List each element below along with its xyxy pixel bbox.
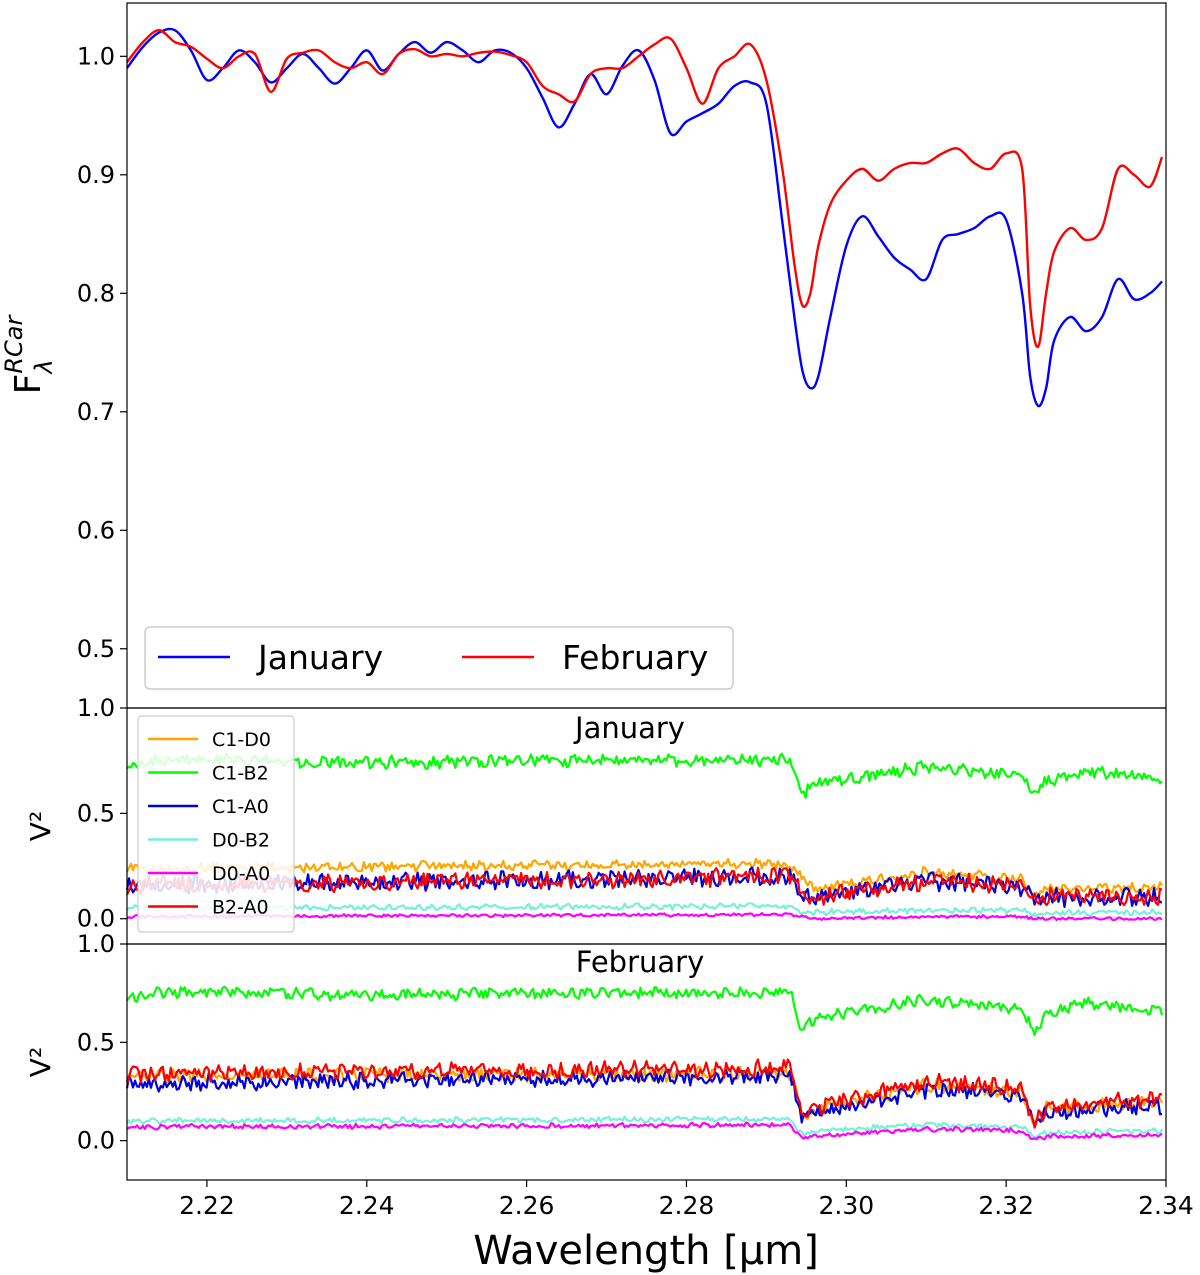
- y-tick-label: 0.6: [77, 516, 115, 544]
- legend-label-b2-a0: B2-A0: [212, 897, 269, 919]
- baseline-legend-box: [137, 715, 295, 933]
- february-visibility-panel: February V² 0.0 0.5 1.0: [24, 930, 1167, 1181]
- y-tick-label: 0.0: [77, 1127, 115, 1155]
- x-tick-label: 2.30: [818, 1191, 874, 1220]
- y-tick-label: 0.8: [77, 279, 115, 307]
- january-v2-ylabel: V²: [24, 811, 57, 841]
- legend-label-c1-a0: C1-A0: [212, 796, 269, 818]
- series-line-c1-a0: [125, 1066, 1163, 1128]
- y-tick-label: 0.5: [77, 1028, 115, 1056]
- legend-label-d0-a0: D0-A0: [212, 863, 270, 885]
- x-tick-label: 2.34: [1138, 1191, 1194, 1220]
- series-line-b2-a0: [126, 866, 1163, 907]
- series-line-c1-b2: [126, 985, 1164, 1037]
- legend-label-february: February: [562, 638, 708, 677]
- y-tick-label: 1.0: [77, 930, 115, 958]
- february-v2-ylabel: V²: [24, 1047, 57, 1077]
- january-visibility-panel: January V² 0.0 0.5 1.0 C1-D0 C1-B2 C1-A0 D0-B…: [24, 694, 1167, 945]
- legend-label-c1-d0: C1-D0: [212, 729, 271, 751]
- y-tick-label: 0.0: [77, 905, 115, 933]
- y-tick-label: 1.0: [77, 694, 115, 722]
- x-tick-label: 2.24: [339, 1191, 395, 1220]
- x-tick-label: 2.32: [978, 1191, 1034, 1220]
- flux-panel: FλRCar 0.5 0.6 0.7 0.8 0.9 1.0 January Februa…: [0, 2, 1167, 709]
- series-line-d0-a0: [126, 1121, 1163, 1141]
- february-panel-frame: [126, 943, 1167, 1181]
- x-tick-label: 2.22: [179, 1191, 235, 1220]
- series-line-d0-b2: [126, 1115, 1163, 1139]
- flux-legend-box: [144, 626, 734, 690]
- legend-label-january: January: [256, 638, 383, 677]
- series-line-january: [126, 27, 1163, 408]
- x-axis: 2.22 2.24 2.26 2.28 2.30 2.32 2.34: [179, 1180, 1194, 1220]
- y-tick-label: 0.7: [77, 398, 115, 426]
- x-tick-label: 2.28: [659, 1191, 715, 1220]
- legend-label-d0-b2: D0-B2: [212, 830, 270, 852]
- series-line-c1-a0: [125, 866, 1163, 909]
- series-line-d0-b2: [126, 901, 1163, 918]
- february-panel-title: February: [576, 945, 705, 979]
- x-tick-label: 2.26: [499, 1191, 555, 1220]
- y-tick-label: 0.9: [77, 161, 115, 189]
- y-tick-label: 1.0: [77, 42, 115, 70]
- baseline-legend: C1-D0 C1-B2 C1-A0 D0-B2 D0-A0 B2-A0: [137, 715, 295, 933]
- flux-ylabel-superscript: RCar: [0, 314, 28, 374]
- y-tick-label: 0.5: [77, 799, 115, 827]
- flux-ylabel-subscript: λ: [30, 359, 58, 375]
- y-tick-label: 0.5: [77, 635, 115, 663]
- flux-ylabel: FλRCar: [0, 314, 58, 395]
- january-panel-title: January: [573, 711, 685, 745]
- legend-label-c1-b2: C1-B2: [212, 763, 269, 785]
- series-line-d0-a0: [126, 911, 1163, 922]
- flux-legend: January February: [144, 626, 734, 690]
- series-line-c1-b2: [126, 752, 1163, 799]
- x-axis-label: Wavelength [μm]: [473, 1228, 819, 1274]
- series-line-b2-a0: [125, 1058, 1163, 1129]
- series-line-february: [126, 29, 1164, 348]
